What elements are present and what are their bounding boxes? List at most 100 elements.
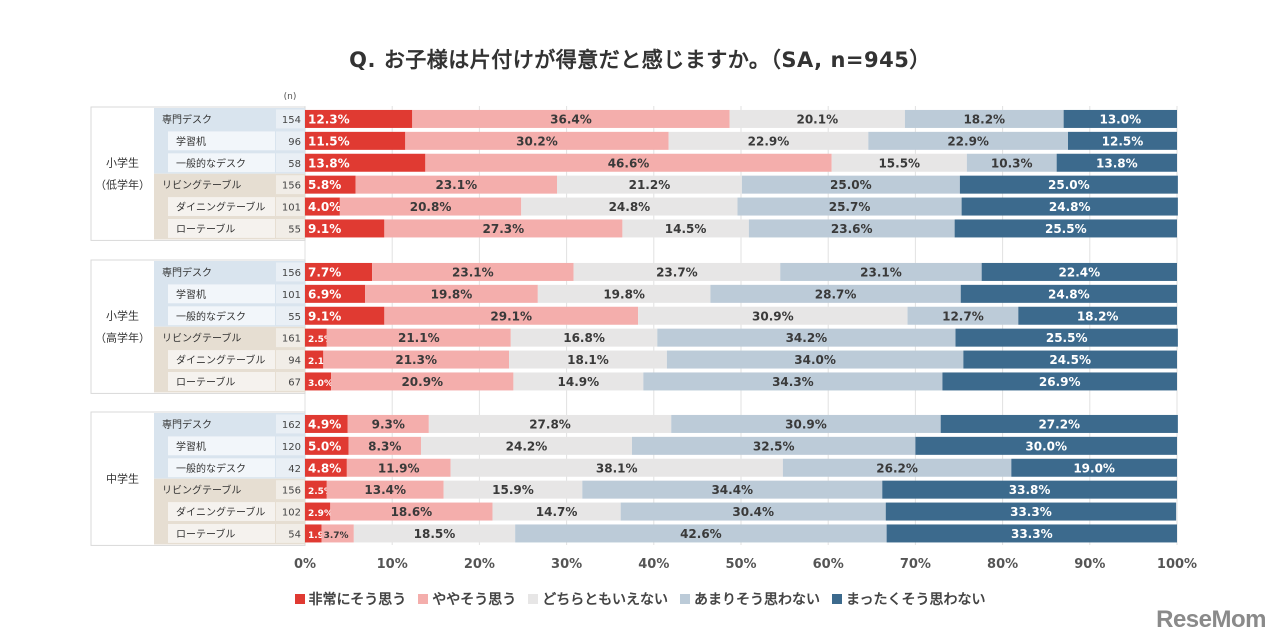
data-label: 19.8% — [431, 287, 473, 301]
data-label: 21.3% — [395, 353, 437, 367]
row-label: 専門デスク — [162, 418, 212, 431]
data-label: 27.8% — [529, 417, 571, 431]
data-label: 20.8% — [410, 200, 452, 214]
bar-segment-3 — [831, 153, 967, 172]
bar-segment-5 — [981, 262, 1177, 281]
data-label: 26.9% — [1039, 375, 1081, 389]
table-row: ローテーブル 67 — [168, 372, 304, 391]
data-label: 13.8% — [1096, 156, 1138, 170]
bar-segment-5 — [960, 284, 1177, 303]
legend-swatch — [528, 594, 539, 604]
data-label: 10.3% — [991, 156, 1033, 170]
bar-segment-2 — [348, 436, 421, 455]
bar-row: 9.1% 29.1% 30.9% 12.7% 18.2% — [305, 306, 1177, 325]
x-tick-label: 100% — [1157, 557, 1197, 572]
bar-row: 4.0% 20.8% 24.8% 25.7% 24.8% — [305, 197, 1178, 216]
bar-row: 5.0% 8.3% 24.2% 32.5% 30.0% — [305, 436, 1177, 455]
legend-swatch — [680, 594, 690, 604]
bar-segment-3 — [420, 436, 632, 455]
bar-segment-1 — [305, 109, 413, 128]
bar-segment-5 — [942, 372, 1177, 391]
row-label-cell — [168, 436, 275, 456]
data-label: 30.2% — [516, 134, 558, 148]
n-cell — [276, 109, 304, 129]
bar-segment-1 — [305, 262, 373, 281]
bar-segment-2 — [323, 350, 510, 369]
data-label: 5.0% — [308, 439, 341, 453]
bar-row: 2.9% 18.6% 14.7% 30.4% 33.3% — [305, 502, 1177, 521]
table-row: 一般的なデスク 58 — [168, 153, 304, 173]
row-label: ローテーブル — [176, 222, 235, 235]
data-label: 14.5% — [665, 222, 707, 236]
bar-segment-3 — [622, 219, 749, 238]
row-n: 55 — [288, 224, 301, 235]
legend-item: 非常にそう思う — [294, 589, 406, 609]
bar-row: 4.9% 9.3% 27.8% 30.9% 27.2% — [305, 414, 1178, 433]
bar-segment-1 — [305, 197, 340, 216]
bar-row: 4.8% 11.9% 38.1% 26.2% 19.0% — [305, 458, 1177, 477]
bar-segment-2 — [331, 372, 514, 391]
data-label: 2.5% — [308, 487, 333, 497]
bar-segment-4 — [904, 109, 1064, 128]
data-label: 11.9% — [378, 461, 420, 475]
x-tick-label: 0% — [294, 557, 316, 572]
data-label: 18.6% — [391, 505, 433, 519]
row-n: 156 — [282, 486, 301, 497]
bar-segment-1 — [305, 372, 332, 391]
resemom-logo: ReseMom — [1156, 606, 1266, 633]
x-tick-label: 60% — [813, 557, 844, 572]
table-row: 学習机 96 — [168, 131, 304, 151]
data-label: 34.4% — [711, 483, 753, 497]
legend-label: あまりそう思わない — [694, 592, 820, 608]
bar-row: 12.3% 36.4% 20.1% 18.2% 13.0% — [305, 109, 1177, 128]
bar-segment-5 — [940, 414, 1178, 433]
row-label: ローテーブル — [176, 375, 235, 388]
bar-segment-4 — [620, 502, 886, 521]
bar-segment-1 — [305, 153, 426, 172]
bar-row: 1.9%3.7% 18.5% 42.6% 33.3% — [305, 524, 1177, 543]
data-label: 24.5% — [1049, 353, 1091, 367]
group-label: 中学生 — [106, 472, 139, 486]
data-label: 13.4% — [364, 483, 406, 497]
bar-segment-3 — [573, 262, 781, 281]
row-label: ダイニングテーブル — [176, 201, 265, 214]
data-label: 14.9% — [558, 375, 600, 389]
row-n: 55 — [288, 312, 301, 323]
legend: 非常にそう思う ややそう思う どちらともいえない あまりそう思わない まったくそう思わな… — [0, 589, 1280, 609]
data-label: 9.1% — [308, 309, 341, 323]
bar-row: 9.1% 27.3% 14.5% 23.6% 25.5% — [305, 219, 1177, 238]
row-label-cell — [168, 502, 275, 521]
data-label: 13.8% — [308, 156, 350, 170]
bar-segment-1 — [305, 414, 348, 433]
data-label: 1.9% — [308, 531, 333, 541]
x-tick-label: 10% — [377, 557, 408, 572]
row-label-cell — [168, 350, 275, 369]
bar-segment-5 — [882, 480, 1177, 499]
data-label: 2.5% — [308, 335, 333, 345]
data-label: 33.8% — [1009, 483, 1051, 497]
bar-row: 6.9% 19.8% 19.8% 28.7% 24.8% — [305, 284, 1177, 303]
bar-segment-2 — [412, 109, 730, 128]
bar-segment-1 — [305, 175, 356, 194]
chart-title: Q. お子様は片付けが得意だと感じますか。（SA, n=945） — [349, 48, 931, 72]
n-cell — [276, 480, 304, 500]
data-label: 21.1% — [398, 331, 440, 345]
data-label: 25.5% — [1046, 331, 1088, 345]
bar-segment-3 — [509, 350, 667, 369]
data-label: 12.7% — [942, 309, 984, 323]
data-label: 42.6% — [680, 527, 722, 541]
group-3: 中学生 専門デスク 162 4.9% 9.3% 27.8% 30.9% 27.2% 学習机 120… — [90, 411, 1178, 546]
bar-segment-5 — [1011, 458, 1177, 477]
data-label: 24.2% — [506, 439, 548, 453]
bar-segment-4 — [710, 284, 961, 303]
bar-segment-4 — [643, 372, 943, 391]
table-row: 専門デスク 162 — [162, 414, 304, 434]
bar-segment-5 — [1018, 306, 1177, 325]
legend-item: ややそう思う — [418, 589, 516, 609]
row-n: 162 — [282, 420, 301, 431]
row-label: 専門デスク — [162, 113, 212, 126]
table-row: 一般的なデスク 55 — [168, 306, 304, 326]
data-label: 16.8% — [563, 331, 605, 345]
bar-segment-4 — [748, 219, 955, 238]
legend-label: ややそう思う — [432, 592, 517, 608]
